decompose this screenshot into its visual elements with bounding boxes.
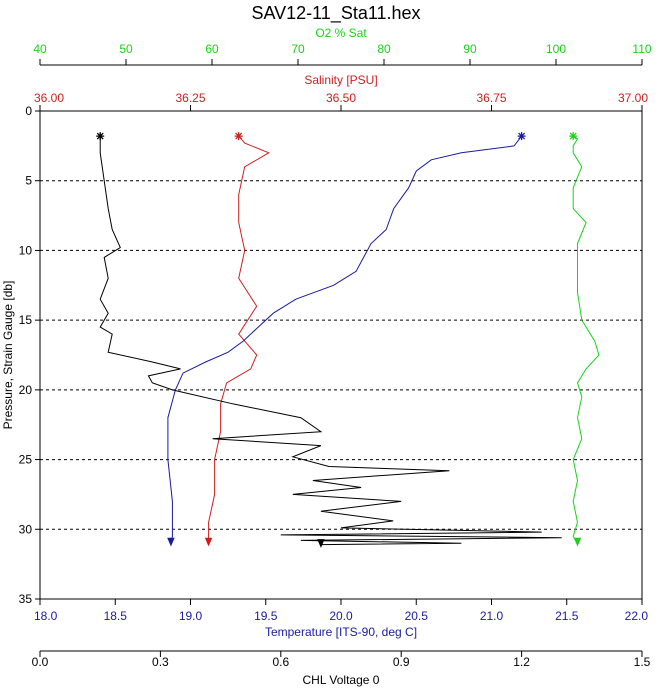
x-tick-label: 21.0 [480, 609, 504, 623]
x-tick-label: 0.6 [272, 655, 289, 669]
y-tick-label: 25 [19, 453, 33, 467]
series-line-chl [99, 136, 562, 546]
series-end-marker-chl [317, 539, 325, 548]
series-start-marker-temperature [517, 132, 526, 141]
x-tick-label: 80 [377, 42, 391, 56]
series-start-marker-chl [96, 132, 105, 141]
series-end-marker-o2 [573, 537, 582, 547]
series-start-marker-o2 [569, 132, 578, 141]
x-axis-title: CHL Voltage 0 [303, 673, 380, 687]
x-tick-label: 20.0 [329, 609, 353, 623]
x-tick-label: 40 [33, 42, 47, 56]
x-tick-label: 1.2 [513, 655, 530, 669]
x-tick-label: 19.5 [254, 609, 278, 623]
axes: 0 5 10 15 20 25 30 35 40 50 60 70 80 90 100 110 O2 % Sat… [19, 26, 652, 687]
plot-frame [39, 110, 643, 600]
y-tick-label: 20 [19, 383, 33, 397]
x-axis-title: Salinity [PSU] [304, 73, 377, 87]
x-tick-label: 18.0 [34, 609, 58, 623]
series-line-temperature [167, 135, 522, 544]
series-end-marker-salinity [204, 537, 213, 547]
x-tick-label: 0.0 [32, 655, 49, 669]
y-tick-label: 30 [19, 522, 33, 536]
chart-title: SAV12-11_Sta11.hex [251, 3, 420, 24]
x-tick-label: 36.00 [34, 91, 64, 105]
y-axis-label: Pressure, Strain Gauge [db] [1, 281, 15, 430]
series-line-salinity [208, 135, 270, 544]
grid-lines [40, 180, 642, 530]
series-end-marker-temperature [167, 537, 175, 547]
x-tick-label: 60 [205, 42, 219, 56]
x-axis-title: Temperature [ITS-90, deg C] [265, 625, 417, 639]
x-tick-label: 110 [632, 42, 651, 56]
x-tick-label: 37.00 [618, 91, 648, 105]
x-tick-label: 0.3 [152, 655, 169, 669]
x-tick-label: 70 [291, 42, 305, 56]
x-axis-title: O2 % Sat [315, 26, 367, 40]
y-tick-label: 0 [25, 104, 32, 118]
x-tick-label: 36.75 [476, 91, 506, 105]
y-tick-label: 15 [19, 313, 33, 327]
x-tick-label: 0.9 [393, 655, 410, 669]
x-tick-label: 100 [546, 42, 566, 56]
data-series [96, 132, 600, 548]
x-axis-temperature: 18.0 18.5 19.0 19.5 20.0 20.5 21.0 21.5 22.0 Temp… [34, 599, 648, 639]
x-tick-label: 90 [463, 42, 477, 56]
series-start-marker-salinity [234, 132, 243, 141]
x-axis-o2: 40 50 60 70 80 90 100 110 O2 % Sat [33, 26, 652, 66]
series-line-o2 [572, 135, 600, 544]
x-tick-label: 18.5 [104, 609, 128, 623]
x-tick-label: 22.0 [625, 609, 649, 623]
x-tick-label: 21.5 [555, 609, 579, 623]
y-tick-label: 35 [19, 592, 33, 606]
x-tick-label: 50 [119, 42, 133, 56]
x-tick-label: 19.0 [179, 609, 203, 623]
x-tick-label: 36.50 [326, 91, 356, 105]
x-tick-label: 20.5 [405, 609, 429, 623]
x-axis-chl: 0.0 0.3 0.6 0.9 1.2 1.5 CHL Voltage 0 [32, 650, 651, 687]
y-tick-label: 10 [19, 243, 33, 257]
x-axis-salinity: 36.00 36.25 36.50 36.75 37.00 Salinity [PSU] [34, 73, 648, 111]
y-tick-label: 5 [25, 174, 32, 188]
x-tick-label: 1.5 [634, 655, 651, 669]
x-tick-label: 36.25 [175, 91, 205, 105]
